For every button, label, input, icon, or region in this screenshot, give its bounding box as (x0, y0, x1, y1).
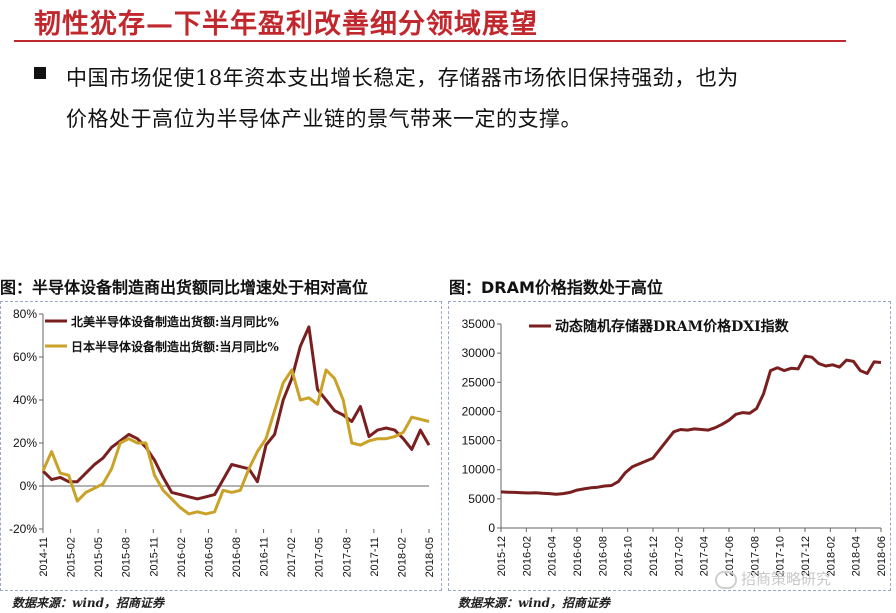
chart-2-plot: 0 5000 10000 15000 20000 25000 30000 35000 2015-… (462, 317, 888, 576)
y-tick-label: 20000 (462, 404, 496, 418)
x-tick-label: 2015-02 (66, 537, 78, 577)
x-tick-label: 2017-10 (775, 536, 787, 576)
x-tick-label: 2016-08 (597, 536, 609, 576)
bullet-square-icon (34, 67, 46, 79)
y-tick-label: 0% (20, 479, 38, 493)
chart-2-frame: 0 5000 10000 15000 20000 25000 30000 35000 2015-… (448, 301, 891, 591)
watermark: 招商策略研究 (715, 568, 831, 589)
bullet-line-1: 中国市场促使18年资本支出增长稳定，存储器市场依旧保持强劲，也为 (66, 66, 739, 90)
y-tick-label: 60% (13, 350, 37, 364)
x-tick-label: 2016-02 (521, 536, 533, 576)
series-line-1 (500, 354, 882, 496)
x-tick-label: 2015-08 (121, 537, 133, 577)
y-tick-label: 80% (13, 307, 37, 321)
y-tick-label: 40% (13, 393, 37, 407)
figure-1-source: 数据来源：wind，招商证券 (12, 596, 165, 610)
legend-label: 北美半导体设备制造出货额:当月同比% (71, 314, 279, 329)
x-tick-label: 2017-02 (673, 536, 685, 576)
x-tick-label: 2018-02 (825, 536, 837, 576)
x-tick-label: 2015-11 (148, 537, 160, 577)
x-tick-label: 2016-05 (203, 537, 215, 577)
x-tick-label: 2016-02 (176, 537, 188, 577)
x-tick-label: 2016-11 (259, 537, 271, 577)
title-divider (14, 40, 846, 42)
x-tick-label: 2016-06 (572, 536, 584, 576)
y-tick-label: 10000 (462, 463, 496, 477)
legend-label: 日本半导体设备制造出货额:当月同比% (71, 339, 279, 354)
watermark-text: 招商策略研究 (741, 570, 832, 588)
x-tick-label: 2018-06 (876, 536, 888, 576)
series-line-1 (41, 325, 431, 501)
x-tick-label: 2015-12 (496, 536, 508, 576)
x-tick-label: 2016-04 (547, 536, 559, 576)
x-tick-label: 2016-08 (231, 537, 243, 577)
bullet-line-2: 价格处于高位为半导体产业链的景气带来一定的支撑。 (66, 107, 582, 131)
figure-2-source: 数据来源：wind，招商证券 (458, 596, 611, 610)
chart-1-plot: -20% 0% 20% 40% 60% 80% 2014-11 2015-02 2015-05 2… (9, 307, 436, 577)
x-tick-label: 2018-02 (396, 537, 408, 577)
x-tick-label: 2017-04 (699, 536, 711, 576)
chart-1-frame: -20% 0% 20% 40% 60% 80% 2014-11 2015-02 2015-05 2… (0, 301, 442, 591)
y-tick-label: 5000 (468, 492, 495, 506)
x-tick-label: 2015-05 (93, 537, 105, 577)
x-tick-label: 2018-05 (424, 537, 436, 577)
y-tick-label: 15000 (462, 434, 496, 448)
figure-1-title: 图：半导体设备制造商出货额同比增速处于相对高位 (0, 278, 369, 297)
x-tick-label: 2017-08 (341, 537, 353, 577)
x-tick-label: 2017-12 (800, 536, 812, 576)
legend-label: 动态随机存储器DRAM价格DXI指数 (555, 318, 790, 335)
x-tick-label: 2017-06 (724, 536, 736, 576)
x-tick-label: 2017-11 (369, 537, 381, 577)
x-tick-label: 2016-12 (648, 536, 660, 576)
bullet-paragraph: 中国市场促使18年资本支出增长稳定，存储器市场依旧保持强劲，也为 价格处于高位为… (66, 58, 846, 140)
y-tick-label: 25000 (462, 375, 496, 389)
x-tick-label: 2016-10 (623, 536, 635, 576)
figure-2-title: 图：DRAM价格指数处于高位 (449, 278, 663, 297)
x-tick-label: 2017-02 (286, 537, 298, 577)
y-tick-label: 35000 (462, 317, 496, 331)
x-tick-label: 2018-04 (851, 536, 863, 576)
x-tick-label: 2014-11 (38, 537, 50, 577)
y-tick-label: 0 (488, 521, 495, 535)
x-tick-label: 2017-05 (314, 537, 326, 577)
y-tick-label: -20% (9, 522, 37, 536)
y-tick-label: 20% (13, 436, 37, 450)
wechat-icon (715, 570, 737, 589)
y-tick-label: 30000 (462, 346, 496, 360)
series-line-2 (41, 368, 430, 516)
x-tick-label: 2017-08 (749, 536, 761, 576)
page-title: 韧性犹存—下半年盈利改善细分领域展望 (34, 9, 538, 40)
